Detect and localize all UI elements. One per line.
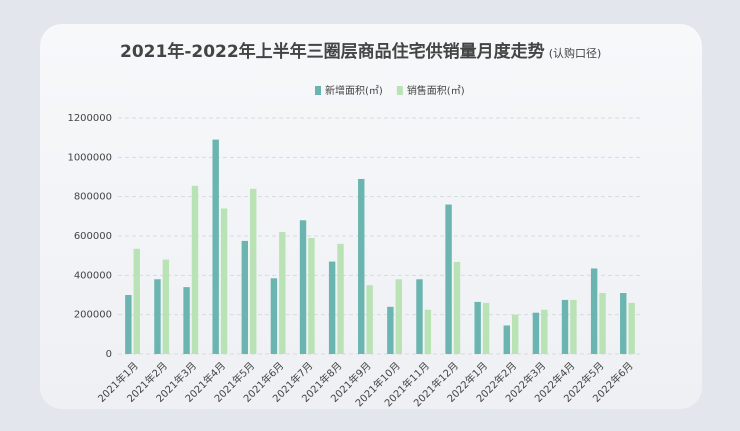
y-tick-label: 200000: [74, 310, 112, 321]
bar: [453, 261, 461, 354]
bar: [250, 188, 257, 354]
y-tick-label: 1200000: [67, 113, 112, 124]
bar: [337, 243, 344, 354]
chart-title: 2021年-2022年上半年三圈层商品住宅供销量月度走势: [120, 41, 545, 62]
bar: [191, 185, 199, 354]
bar: [590, 268, 598, 354]
bar: [125, 295, 132, 354]
legend-label: 新增面积(㎡): [325, 84, 383, 97]
bar: [328, 261, 336, 354]
bar: [474, 301, 481, 354]
y-tick-label: 1000000: [67, 152, 112, 163]
bar: [241, 240, 248, 354]
bar: [482, 302, 490, 354]
bar: [366, 285, 373, 354]
y-tick-label: 400000: [74, 270, 112, 281]
legend-label: 销售面积(㎡): [407, 84, 465, 97]
bar: [220, 208, 228, 354]
bar: [416, 279, 423, 354]
bar: [279, 232, 286, 354]
bar: [541, 309, 548, 354]
bar: [395, 279, 402, 354]
bar: [387, 306, 394, 354]
y-tick-label: 600000: [74, 231, 112, 242]
bar: [212, 139, 219, 354]
bar: [358, 178, 365, 354]
bar: [503, 325, 510, 354]
bar: [532, 312, 540, 354]
y-tick-label: 800000: [74, 192, 112, 203]
chart-subtitle: (认购口径): [549, 46, 602, 60]
bar: [183, 287, 190, 354]
bar: [154, 279, 161, 354]
legend-swatch: [396, 86, 403, 95]
bar: [424, 309, 432, 354]
bar: [133, 248, 140, 354]
bar: [599, 293, 606, 354]
legend-swatch: [315, 86, 321, 95]
bar: [628, 302, 635, 354]
bar: [162, 259, 170, 354]
bar: [570, 299, 577, 354]
bar: [308, 237, 315, 354]
bar: [445, 204, 452, 354]
y-tick-label: 0: [106, 349, 112, 360]
bar: [270, 278, 278, 354]
bar: [299, 220, 307, 354]
bar: [561, 299, 569, 354]
bar: [512, 314, 519, 354]
bar: [620, 293, 627, 354]
